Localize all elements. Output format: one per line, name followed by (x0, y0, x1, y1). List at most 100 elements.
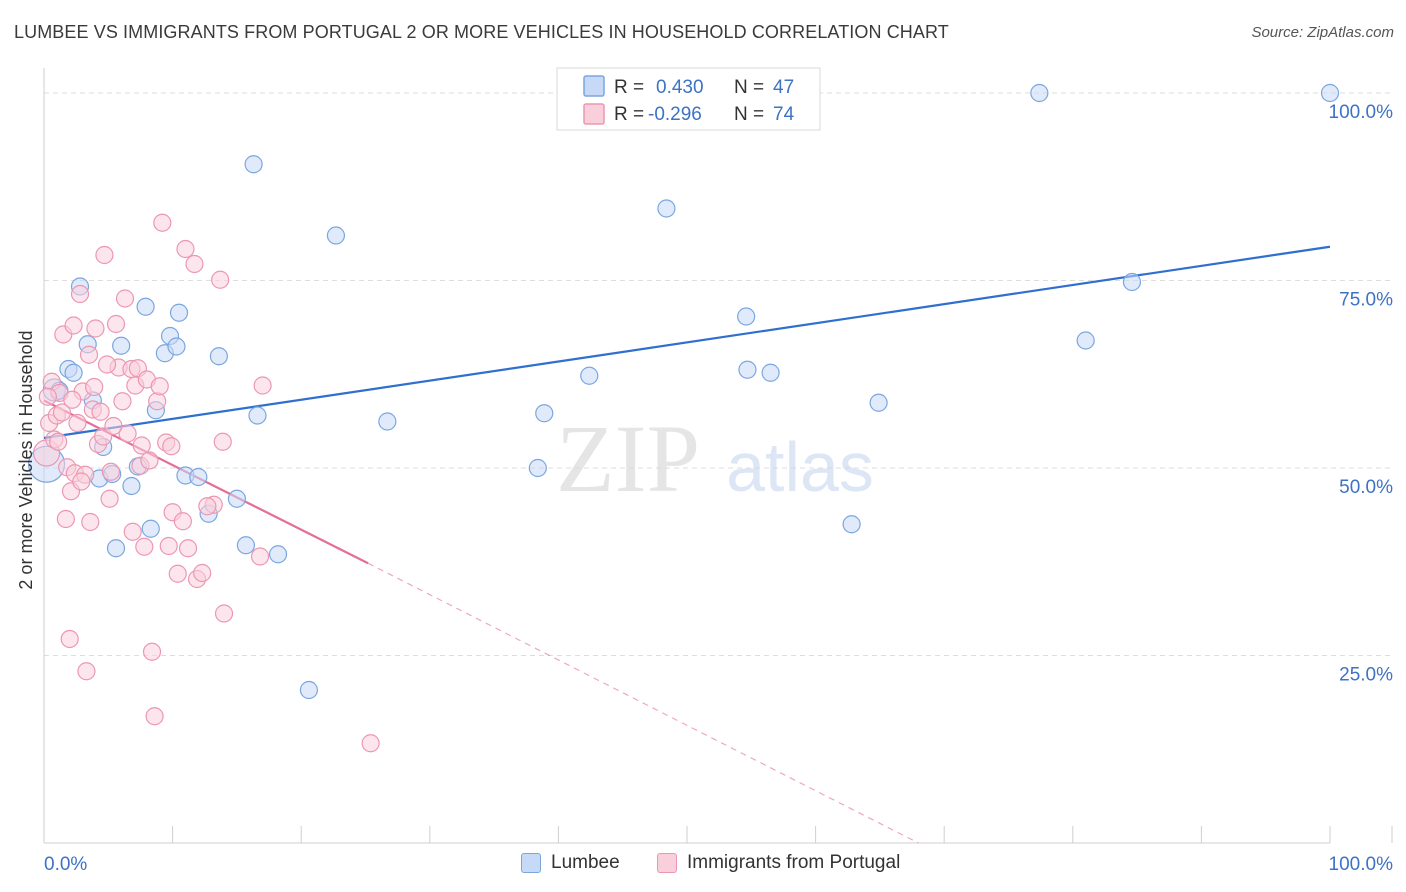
lumbee-point (236, 536, 256, 555)
portugal-point (64, 316, 83, 335)
portugal-point (38, 387, 57, 406)
lumbee-point (122, 476, 141, 496)
legend-n-value-1: 47 (773, 77, 794, 98)
lumbee-point (1122, 272, 1142, 292)
y-tick-label: 100.0% (1329, 102, 1394, 123)
y-tick-labels: 25.0% 50.0% 75.0% 100.0% (1329, 102, 1394, 686)
axes (43, 68, 1393, 844)
lumbee-point (167, 337, 186, 356)
y-tick-label: 25.0% (1339, 665, 1393, 686)
portugal-trendline-extension (367, 562, 919, 844)
portugal-point (104, 416, 123, 436)
portugal-point (253, 376, 272, 395)
chart-title: LUMBEE VS IMMIGRANTS FROM PORTUGAL 2 OR … (14, 22, 949, 42)
lumbee-point (657, 199, 676, 218)
lumbee-point (227, 489, 246, 508)
legend-n-value-2: 74 (773, 104, 795, 125)
x-tick-labels: 0.0% 100.0% (44, 854, 1393, 875)
lumbee-point (738, 360, 757, 379)
legend-swatch-lumbee (583, 75, 605, 97)
portugal-point (118, 424, 137, 443)
portugal-point (178, 539, 198, 558)
lumbee-point (248, 406, 267, 425)
lumbee-point (378, 412, 397, 431)
x-tick-label: 0.0% (44, 854, 87, 875)
legend-swatch-lumbee (521, 853, 541, 873)
portugal-point (213, 432, 232, 451)
watermark-zip: ZIP (556, 405, 700, 512)
portugal-point (113, 392, 132, 411)
portugal-point (106, 314, 126, 334)
legend-r-label-1: R = (614, 77, 644, 98)
portugal-point (101, 462, 120, 481)
data-points (27, 83, 1340, 753)
lumbee-point (64, 363, 83, 382)
portugal-point (85, 377, 104, 397)
lumbee-point (169, 303, 189, 322)
legend-r-value-2: -0.296 (648, 104, 702, 125)
lumbee-point (528, 458, 547, 478)
portugal-point (214, 604, 234, 623)
lumbee-point (326, 226, 346, 245)
lumbee-point (535, 404, 554, 423)
portugal-point (115, 289, 135, 308)
legend-top: R = 0.430 N = 47 R = -0.296 N = 74 (556, 67, 821, 131)
portugal-point (173, 512, 192, 531)
x-tick-label: 100.0% (1329, 854, 1394, 875)
portugal-point (142, 642, 162, 661)
lumbee-point (136, 297, 155, 316)
portugal-point (185, 254, 204, 274)
legend-label-lumbee: Lumbee (551, 852, 620, 873)
portugal-point (168, 564, 187, 583)
portugal-point (86, 319, 105, 338)
portugal-point (159, 536, 178, 556)
legend-n-label-2: N = (734, 104, 764, 125)
portugal-point (49, 432, 68, 451)
lumbee-point (1320, 83, 1340, 103)
portugal-point (123, 522, 142, 541)
legend-r-value-1: 0.430 (656, 77, 704, 98)
lumbee-point (737, 307, 756, 326)
y-tick-label: 50.0% (1339, 477, 1393, 498)
portugal-point (70, 284, 90, 304)
watermark-atlas: atlas (726, 428, 874, 506)
legend-swatch-portugal (583, 103, 605, 125)
legend-r-label-2: R = (614, 104, 644, 125)
trendlines (43, 245, 1331, 844)
portugal-point (150, 377, 169, 396)
portugal-point (135, 537, 154, 556)
portugal-point (250, 547, 270, 566)
portugal-point (97, 355, 117, 374)
legend-n-label-1: N = (734, 77, 764, 98)
portugal-point (153, 213, 172, 232)
portugal-point (91, 402, 110, 421)
portugal-point (79, 345, 99, 364)
portugal-point (145, 707, 164, 726)
lumbee-point (141, 519, 160, 538)
portugal-point (140, 451, 159, 470)
portugal-point (361, 734, 380, 753)
portugal-point (198, 497, 217, 516)
lumbee-point (1030, 83, 1049, 103)
portugal-trendline (43, 399, 369, 565)
legend-label-portugal: Immigrants from Portugal (687, 852, 901, 873)
portugal-point (81, 512, 100, 532)
portugal-point (211, 270, 230, 289)
lumbee-point (106, 539, 126, 558)
portugal-point (52, 403, 72, 422)
lumbee-point (268, 545, 288, 564)
lumbee-point (209, 347, 228, 366)
lumbee-point (842, 515, 861, 534)
gridlines (44, 92, 1392, 656)
portugal-point (100, 489, 119, 508)
y-axis-label: 2 or more Vehicles in Household (16, 330, 36, 589)
lumbee-point (189, 467, 208, 487)
lumbee-point (244, 155, 263, 174)
portugal-point (193, 563, 212, 583)
lumbee-point (299, 680, 319, 700)
lumbee-point (112, 336, 131, 355)
portugal-point (132, 436, 151, 455)
portugal-point (63, 390, 82, 409)
legend-item-portugal: Immigrants from Portugal (657, 852, 900, 874)
